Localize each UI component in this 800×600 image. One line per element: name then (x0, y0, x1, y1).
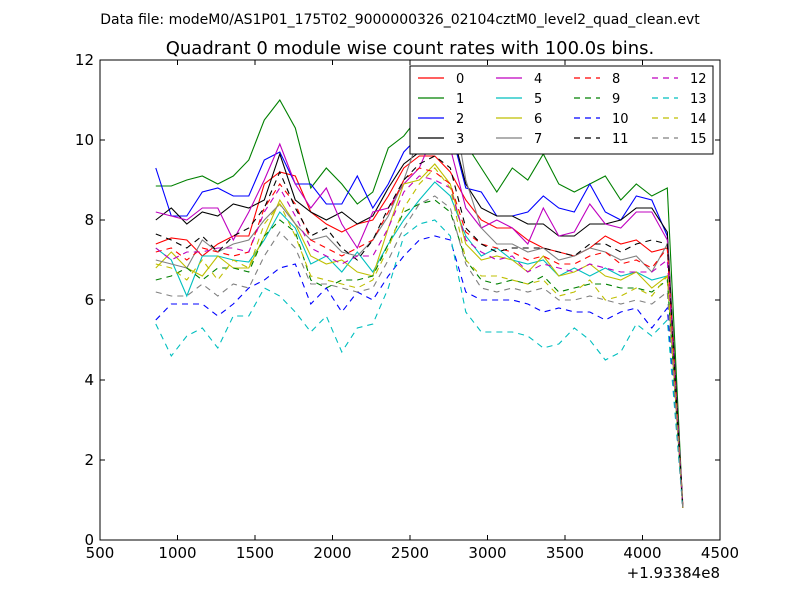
x-tick-label: 4500 (701, 544, 739, 562)
legend-label-11: 11 (612, 132, 629, 147)
x-tick-label: 2000 (313, 544, 351, 562)
legend-label-6: 6 (534, 112, 542, 127)
series-line-9 (155, 199, 684, 509)
x-tick-label: 1000 (158, 544, 196, 562)
chart-title: Quadrant 0 module wise count rates with … (166, 38, 655, 59)
y-tick-label: 10 (75, 131, 94, 149)
y-tick-label: 6 (84, 291, 94, 309)
series-line-8 (155, 167, 684, 509)
series-line-12 (155, 175, 684, 509)
chart-suptitle: Data file: modeM0/AS1P01_175T02_90000003… (100, 12, 700, 28)
x-tick-label: 1500 (236, 544, 274, 562)
legend-label-4: 4 (534, 72, 542, 87)
y-tick-label: 8 (84, 211, 94, 229)
y-tick-label: 0 (84, 531, 94, 549)
x-tick-label: 3000 (468, 544, 506, 562)
legend-label-8: 8 (612, 72, 620, 87)
legend-label-10: 10 (612, 112, 629, 127)
legend-label-13: 13 (690, 92, 707, 107)
legend-label-2: 2 (456, 112, 464, 127)
series-line-14 (155, 167, 684, 509)
x-tick-label: 4000 (623, 544, 661, 562)
legend-label-0: 0 (456, 72, 464, 87)
series-line-2 (155, 98, 684, 509)
legend-label-7: 7 (534, 132, 542, 147)
legend-box (409, 65, 714, 155)
series-line-15 (155, 195, 684, 509)
x-tick-label: 3500 (546, 544, 584, 562)
legend-label-3: 3 (456, 132, 464, 147)
y-tick-label: 2 (84, 451, 94, 469)
x-tick-label: 2500 (391, 544, 429, 562)
legend-label-12: 12 (690, 72, 707, 87)
x-offset-label: +1.93384e8 (627, 564, 720, 582)
series-line-3 (155, 102, 684, 509)
legend-label-9: 9 (612, 92, 620, 107)
series-line-13 (155, 219, 684, 509)
y-tick-label: 4 (84, 371, 94, 389)
series-line-5 (155, 181, 684, 509)
legend-label-15: 15 (690, 132, 707, 147)
series-layer (155, 87, 684, 509)
series-line-4 (155, 131, 684, 509)
series-line-10 (155, 235, 684, 509)
legend-label-1: 1 (456, 92, 464, 107)
legend-label-14: 14 (690, 112, 707, 127)
x-tick-label: 500 (86, 544, 115, 562)
legend-label-5: 5 (534, 92, 542, 107)
y-tick-label: 12 (75, 51, 94, 69)
series-line-6 (155, 163, 684, 509)
axis-layer: 500 1000 1500 2000 2500 3000 3500 4000 4500 0 2 4 6 8… (75, 51, 739, 562)
series-line-11 (155, 155, 684, 509)
